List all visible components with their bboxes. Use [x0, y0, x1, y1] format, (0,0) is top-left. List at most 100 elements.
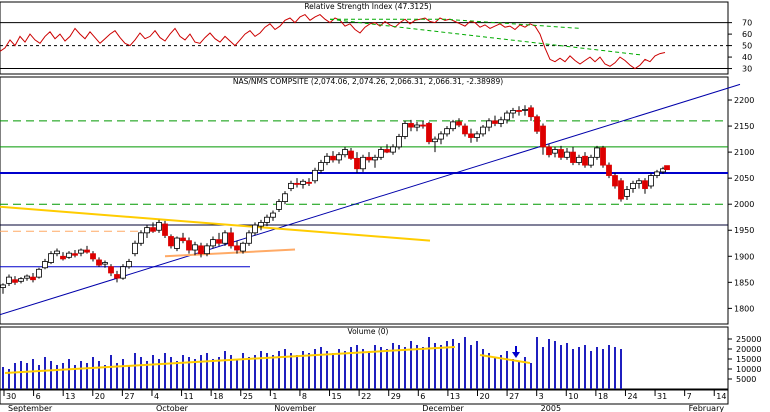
price-candle: [660, 166, 666, 174]
volume-bars: [2, 337, 622, 389]
month-label: 2005: [541, 404, 561, 412]
price-candle: [456, 118, 462, 128]
candle-body: [102, 262, 108, 265]
date-tick-label: 27: [509, 392, 519, 401]
candle-body: [24, 275, 30, 279]
price-candle: [12, 276, 18, 285]
rsi-tick-label: 30: [742, 65, 752, 74]
price-candle: [234, 240, 240, 254]
price-candle: [642, 178, 648, 194]
price-tick-label: 2000: [734, 200, 754, 209]
price-candle: [510, 107, 516, 119]
candle-body: [348, 150, 354, 159]
candle-body: [84, 249, 90, 253]
date-tick-label: 7: [687, 392, 692, 401]
price-candle: [150, 222, 156, 233]
price-candle: [528, 105, 534, 121]
price-candle: [408, 119, 414, 132]
price-candle: [540, 123, 546, 155]
price-candle: [480, 125, 486, 137]
price-candle: [276, 198, 282, 213]
candle-body: [72, 253, 78, 256]
candle-body: [174, 237, 180, 249]
candle-body: [282, 193, 288, 202]
price-candle: [102, 260, 108, 268]
price-candle: [612, 172, 618, 189]
volume-tick-label: 15000: [736, 355, 761, 364]
date-tick-label: 15: [332, 392, 342, 401]
price-tick-label: 2100: [734, 148, 754, 157]
candle-body: [186, 240, 192, 251]
price-candle: [42, 258, 48, 270]
candle-body: [528, 107, 534, 118]
price-candle: [204, 243, 210, 257]
candle-body: [90, 253, 96, 260]
price-candle: [252, 222, 258, 236]
volume-tick-label: 10000: [736, 365, 761, 374]
volume-tick-label: 5000: [736, 375, 756, 384]
price-candle: [384, 144, 390, 154]
price-candle: [420, 120, 426, 129]
candle-body: [594, 147, 600, 158]
price-candle: [294, 178, 300, 188]
candle-body: [570, 151, 576, 163]
date-tick-label: 20: [479, 392, 489, 401]
price-candle: [66, 251, 72, 259]
candle-body: [0, 284, 6, 288]
price-candle: [162, 220, 168, 239]
candle-body: [396, 136, 402, 148]
candle-body: [360, 156, 366, 170]
date-axis-frame: [0, 389, 729, 405]
candle-body: [114, 274, 120, 279]
price-candle: [594, 145, 600, 160]
price-candle: [54, 248, 60, 257]
price-candle: [336, 152, 342, 164]
candle-body: [108, 266, 114, 274]
price-candle: [390, 144, 396, 155]
candle-body: [600, 147, 606, 166]
price-candle: [432, 136, 438, 153]
candle-body: [504, 112, 510, 121]
candle-body: [330, 155, 336, 161]
candle-body: [180, 237, 186, 242]
price-candles: [0, 105, 670, 294]
price-candle: [156, 219, 162, 233]
rsi-tick-label: 70: [742, 19, 752, 28]
candle-body: [486, 120, 492, 128]
price-candle: [228, 227, 234, 249]
price-candle: [552, 146, 558, 158]
rsi-frame: [0, 1, 729, 75]
price-panel: 1800 1850 1900 1950 2000 2050 2100 2150 2200 NAS…: [0, 76, 754, 325]
price-candle: [258, 219, 264, 231]
price-candle: [618, 178, 624, 202]
date-tick-label: 10: [568, 392, 578, 401]
candle-body: [150, 227, 156, 232]
volume-tick-label: 25000: [736, 335, 761, 344]
price-candle: [576, 154, 582, 166]
candle-body: [438, 133, 444, 140]
price-candle: [588, 154, 594, 168]
candle-body: [126, 261, 132, 268]
price-tick-label: 1900: [734, 252, 754, 261]
rsi-tick-label: 40: [742, 53, 752, 62]
date-tick-label: 30: [6, 392, 16, 401]
price-candle: [114, 270, 120, 283]
month-label: October: [156, 404, 189, 412]
date-tick-label: 18: [213, 392, 223, 401]
price-candle: [462, 123, 468, 137]
price-candle: [516, 106, 522, 116]
price-candle: [402, 120, 408, 140]
candle-body: [258, 222, 264, 227]
price-candle: [492, 115, 498, 127]
price-candle: [186, 237, 192, 254]
price-candle: [198, 242, 204, 258]
date-tick-label: 14: [716, 392, 726, 401]
price-frame: [0, 76, 729, 325]
price-candle: [96, 257, 102, 267]
price-candle: [366, 152, 372, 163]
price-candle: [318, 159, 324, 173]
candle-body: [276, 201, 282, 210]
price-candle: [180, 232, 186, 244]
price-tick-label: 1850: [734, 278, 754, 287]
